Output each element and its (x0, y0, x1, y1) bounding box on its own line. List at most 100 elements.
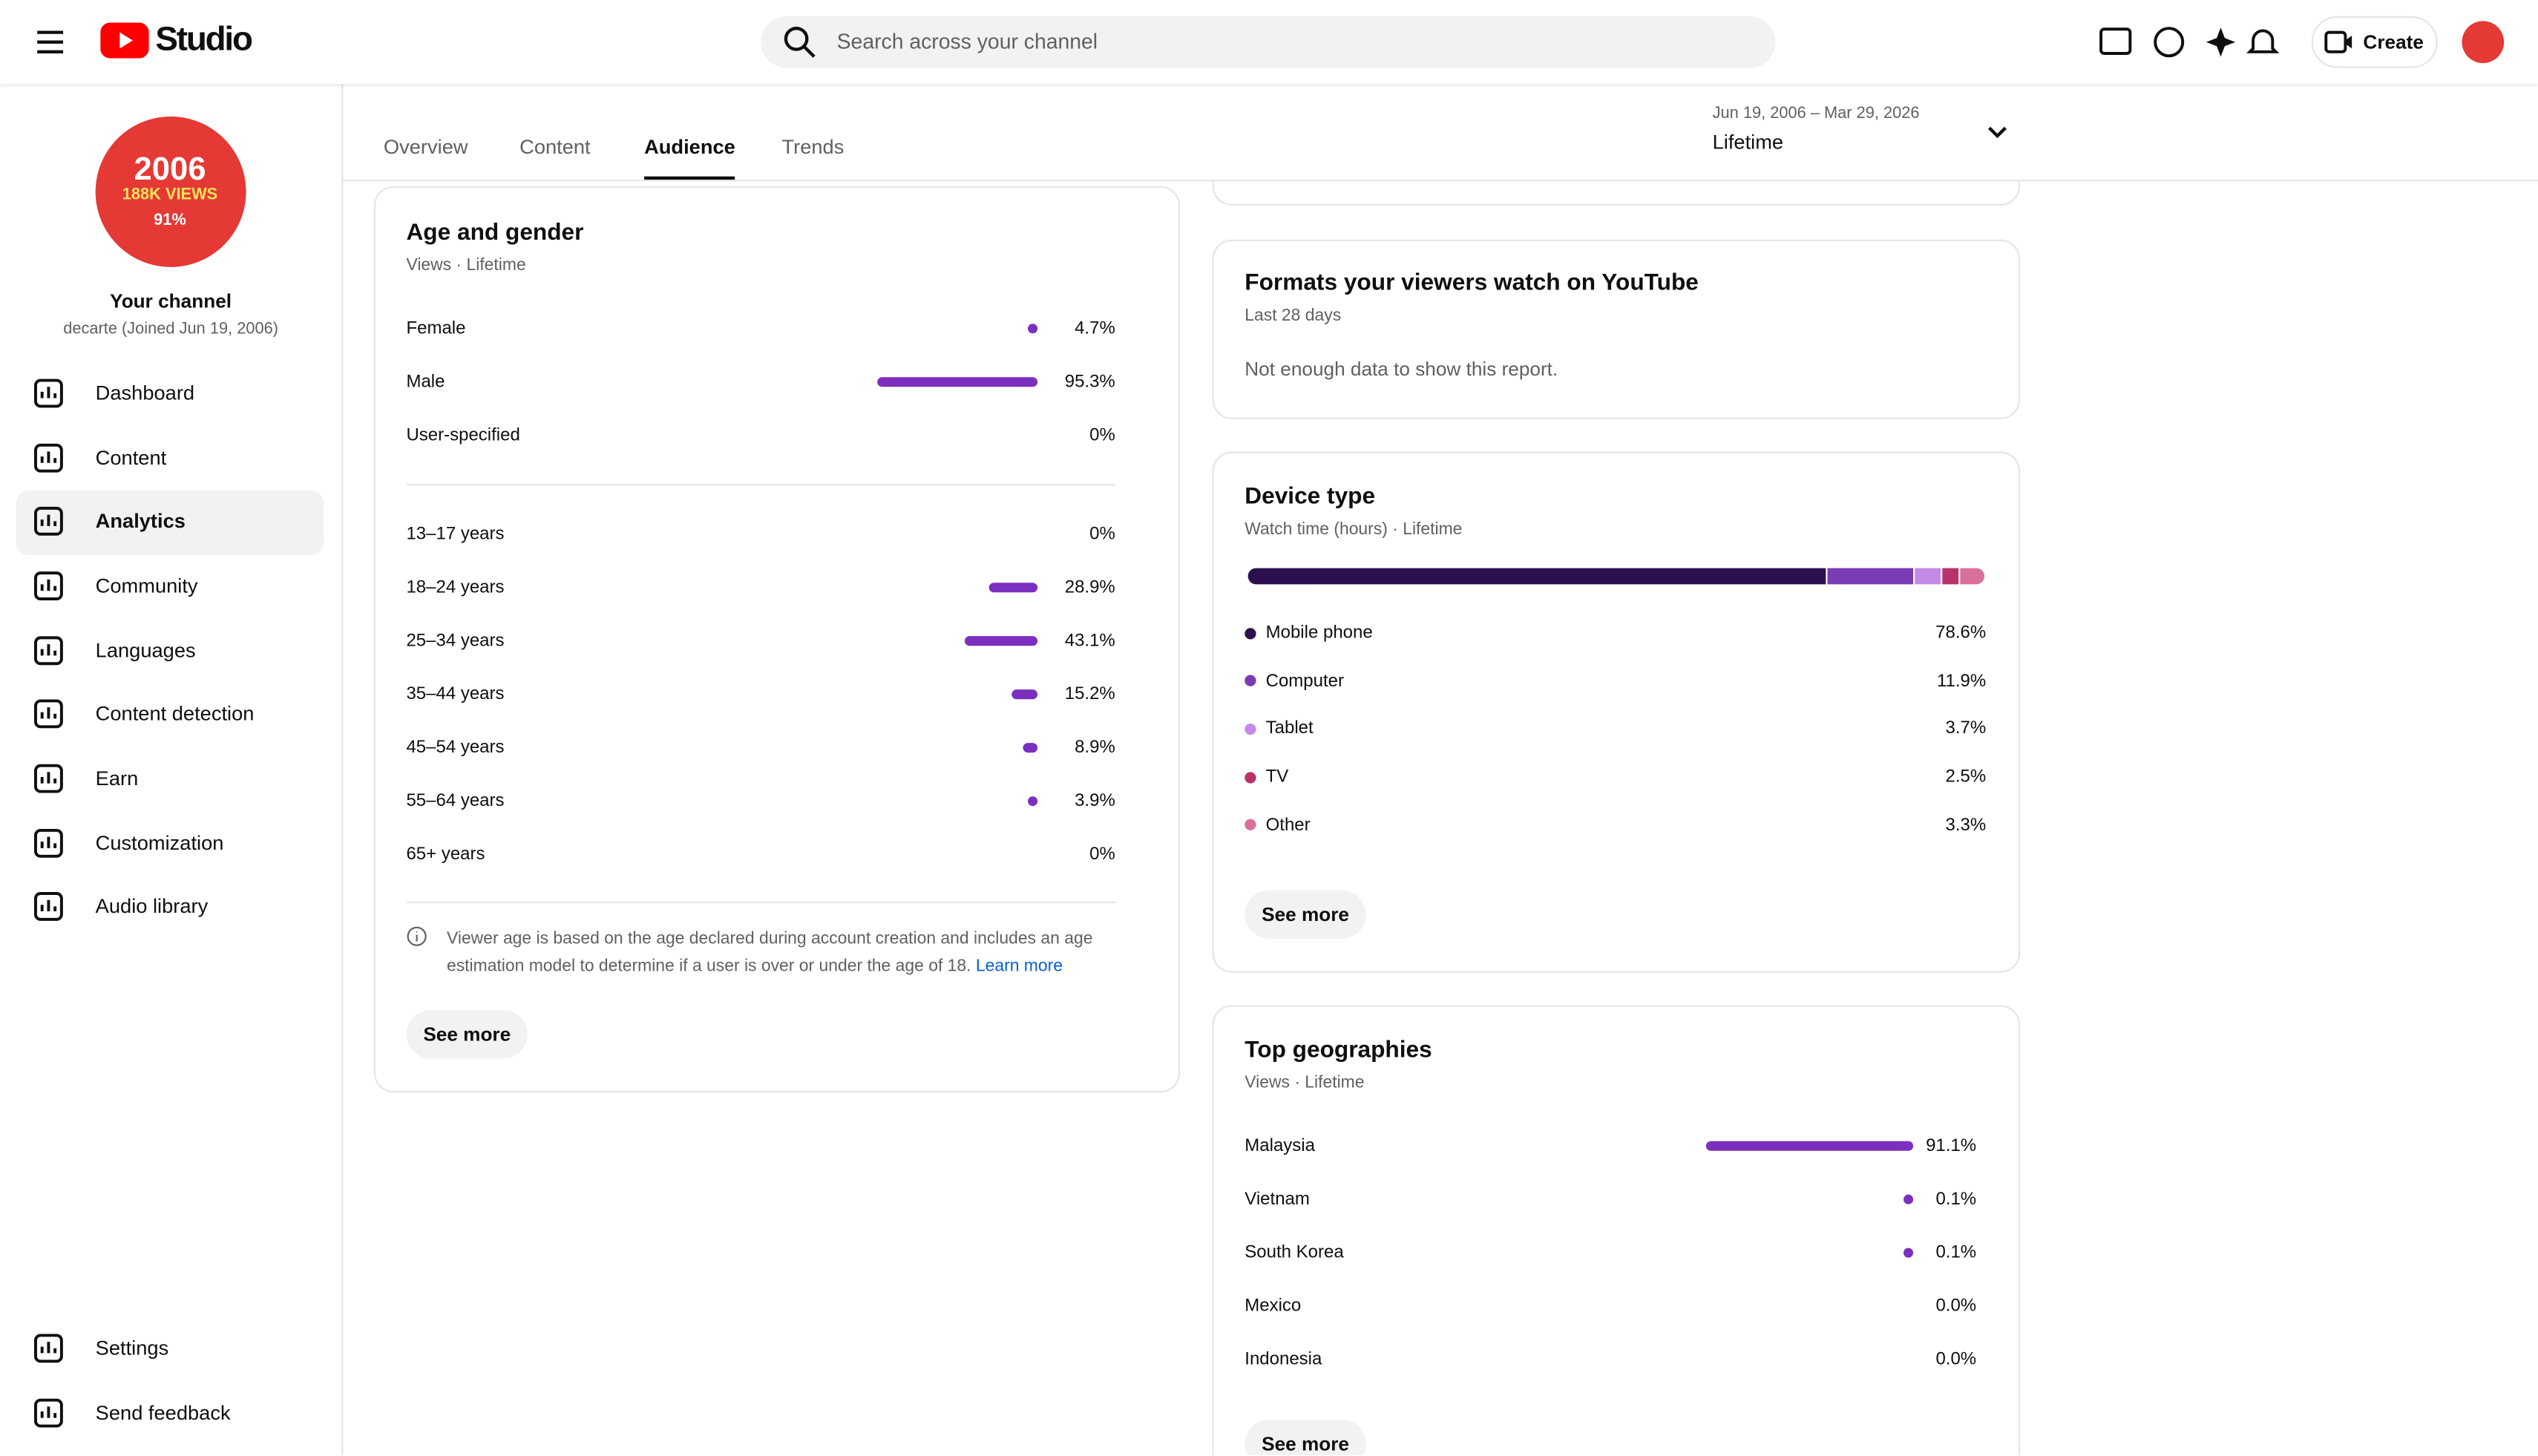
nav-item[interactable]: Languages (95, 639, 196, 663)
bar (1028, 324, 1038, 334)
stacked-segment (1914, 568, 1941, 585)
logo-icon (100, 22, 149, 59)
header-icons[interactable] (2099, 26, 2290, 59)
row-label: Computer (1265, 671, 1344, 691)
row-label: Vietnam (1245, 1190, 1310, 1210)
row-value: 43.1% (1064, 631, 1115, 651)
legend-dot (1245, 771, 1256, 783)
legend-dot (1245, 627, 1256, 639)
row-value: 0% (1089, 845, 1115, 865)
create-icon (2324, 30, 2352, 53)
channel-name: Your channel (110, 289, 232, 312)
nav-item[interactable]: Audio library (95, 895, 209, 918)
nav-item[interactable]: Content (95, 446, 167, 470)
nav-item[interactable]: Customization (95, 832, 224, 855)
nav-item[interactable]: Dashboard (95, 381, 195, 405)
tab-bar (343, 84, 2538, 182)
row-label: Indonesia (1245, 1350, 1322, 1370)
see-more-button[interactable]: See more (1245, 890, 1366, 939)
see-more-button[interactable]: See more (406, 1010, 528, 1059)
logo-text: Studio (155, 21, 253, 59)
tab[interactable]: Content (519, 136, 591, 159)
stacked-segment (1826, 568, 1913, 585)
row-label: Mexico (1245, 1296, 1302, 1316)
nav-icon (34, 378, 63, 408)
nav-icon (34, 764, 63, 793)
nav-icon (34, 1334, 63, 1363)
avatar-views: 188K VIEWS (122, 186, 218, 204)
search-box[interactable] (761, 16, 1776, 68)
row-value: 8.9% (1075, 738, 1115, 758)
tab[interactable]: Trends (781, 136, 845, 159)
nav-icon (34, 1398, 63, 1428)
row-label: 35–44 years (406, 684, 505, 704)
formats-card (1212, 239, 2021, 419)
create-button[interactable] (2311, 16, 2438, 68)
row-value: 0% (1089, 425, 1115, 445)
channel-sub: decarte (Joined Jun 19, 2006) (63, 320, 279, 338)
chevron[interactable] (1984, 119, 2010, 145)
active-nav-bg (16, 490, 324, 556)
account-avatar[interactable] (2462, 21, 2505, 64)
bar (1706, 1141, 1914, 1151)
row-value: 0% (1089, 524, 1115, 544)
bar (1903, 1247, 1914, 1258)
nav-item[interactable]: Analytics (95, 510, 186, 533)
menu-icon[interactable] (36, 27, 65, 56)
row-label: 13–17 years (406, 524, 505, 544)
card-title: Age and gender (406, 220, 584, 246)
row-label: 25–34 years (406, 631, 505, 651)
row-label: Male (406, 372, 445, 392)
row-value: 15.2% (1064, 684, 1115, 704)
legend-dot (1245, 675, 1256, 687)
tab[interactable]: Overview (383, 136, 468, 159)
divider (406, 484, 1115, 486)
note-text: Viewer age is based on the age declared … (446, 928, 1093, 977)
nav-item[interactable]: Content detection (95, 702, 255, 726)
row-label: 65+ years (406, 845, 485, 865)
row-label: 55–64 years (406, 791, 505, 811)
nav-icon (34, 892, 63, 921)
nav-icon (34, 443, 63, 473)
nav-icon (34, 506, 63, 536)
bar (1022, 743, 1038, 753)
nav-icon (34, 828, 63, 858)
card-subtitle: Last 28 days (1245, 306, 1342, 326)
stacked-segment (1960, 568, 1985, 585)
stacked-segment (1247, 568, 1826, 585)
tab[interactable]: Audience (644, 136, 735, 159)
info-icon (407, 926, 427, 946)
card-title: Formats your viewers watch on YouTube (1245, 270, 1699, 297)
note: Viewer age is based on the age declared … (447, 926, 1127, 981)
nav-item[interactable]: Earn (95, 767, 139, 790)
date-range[interactable]: Jun 19, 2006 – Mar 29, 2026 (1712, 105, 1920, 123)
card-title: Device type (1245, 484, 1376, 511)
nav-item[interactable]: Community (95, 574, 198, 597)
nav-icon (34, 699, 63, 729)
bar (1028, 796, 1038, 807)
row-value: 0.1% (1935, 1190, 1977, 1210)
legend-dot (1245, 819, 1256, 831)
divider (406, 901, 1115, 904)
card-title: Top geographies (1245, 1037, 1432, 1063)
card-subtitle: Watch time (hours) · Lifetime (1245, 519, 1463, 540)
row-label: TV (1265, 767, 1289, 787)
row-value: 4.7% (1075, 318, 1115, 338)
date-period[interactable]: Lifetime (1712, 131, 1784, 154)
nav-item[interactable]: Send feedback (95, 1401, 231, 1425)
create-label[interactable]: Create (2363, 30, 2424, 53)
row-label: South Korea (1245, 1243, 1344, 1263)
row-value: 95.3% (1064, 372, 1115, 392)
avatar-year: 2006 (134, 152, 206, 188)
bar (988, 583, 1038, 593)
nav-icon (34, 636, 63, 666)
row-label: User-specified (406, 425, 520, 445)
nav-item[interactable]: Settings (95, 1337, 169, 1360)
learn-more-link[interactable]: Learn more (975, 957, 1063, 977)
sidebar-divider (341, 84, 344, 1455)
stacked-segment (1941, 568, 1959, 585)
see-more-button[interactable]: See more (1245, 1419, 1366, 1455)
row-label: Tablet (1265, 719, 1314, 739)
